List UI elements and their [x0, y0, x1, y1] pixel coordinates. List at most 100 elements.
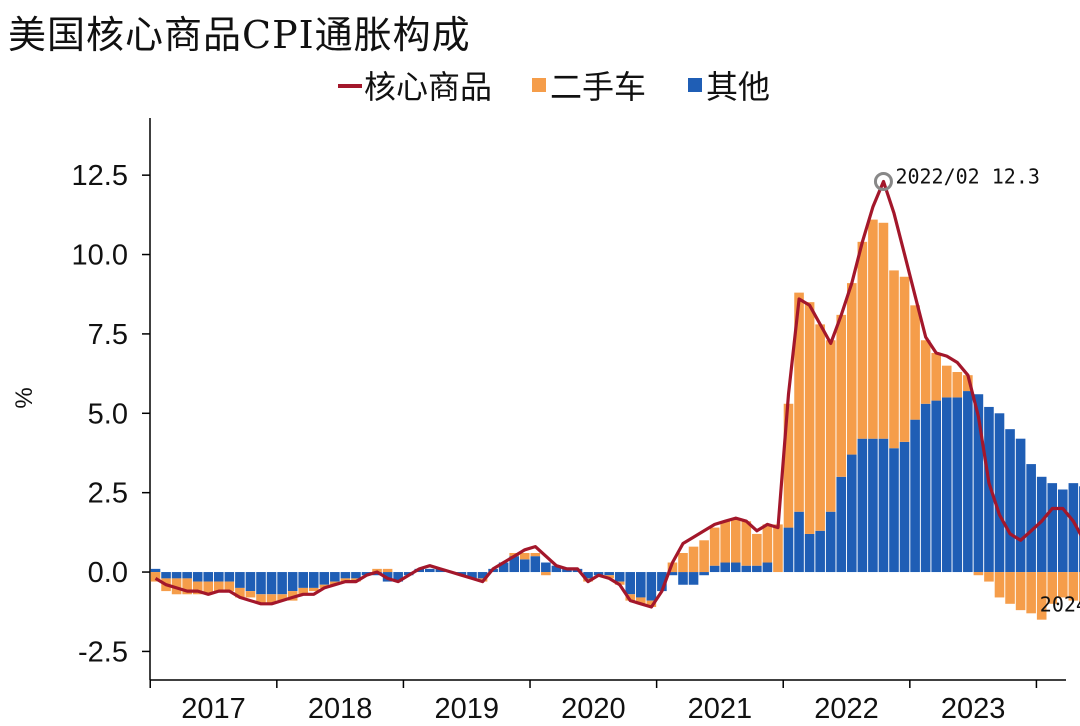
bar-used-cars: [973, 572, 984, 576]
bar-other: [1026, 464, 1036, 573]
bar-other: [171, 572, 182, 579]
y-tick-label: 5.0: [88, 398, 128, 430]
bar-used-cars: [994, 572, 1005, 598]
bar-used-cars: [720, 521, 730, 563]
bar-other: [256, 572, 266, 595]
bar-used-cars: [625, 594, 636, 601]
bar-used-cars: [1068, 572, 1079, 601]
legend: 核心商品 二手车 其他: [338, 68, 770, 106]
bar-used-cars: [308, 587, 319, 592]
bar-other: [235, 572, 245, 588]
bar-other: [150, 568, 161, 573]
x-tick-label: 2019: [434, 693, 499, 725]
y-tick-label: 0.0: [88, 557, 128, 589]
x-tick-label: 2017: [181, 693, 246, 725]
bar-used-cars: [340, 578, 351, 582]
bar-other: [214, 572, 224, 582]
bar-other: [952, 397, 963, 573]
bar-used-cars: [825, 340, 836, 512]
legend-label-other: 其他: [706, 68, 770, 106]
bar-other: [752, 565, 762, 573]
bar-used-cars: [699, 540, 709, 573]
bar-other: [614, 572, 625, 582]
bar-other: [815, 530, 825, 573]
bar-other: [804, 533, 815, 573]
y-axis-label: %: [11, 387, 38, 408]
bar-other: [667, 572, 678, 576]
bar-used-cars: [783, 403, 794, 528]
bar-used-cars: [931, 352, 941, 401]
bar-used-cars: [541, 572, 551, 576]
bar-used-cars: [667, 562, 678, 573]
bar-other: [889, 448, 899, 573]
bar-other: [847, 454, 857, 573]
bar-used-cars: [636, 597, 646, 604]
y-tick-label: -2.5: [78, 636, 128, 668]
bar-used-cars: [1036, 572, 1047, 620]
bar-other: [541, 562, 551, 573]
bar-used-cars: [224, 581, 235, 592]
peak-annotation: 2022/02 12.3: [895, 165, 1039, 189]
bar-other: [878, 438, 889, 573]
y-tick-label: 7.5: [88, 319, 128, 351]
bar-used-cars: [941, 365, 952, 398]
series-line-core-goods: [154, 179, 1080, 609]
x-tick-label: 2022: [814, 693, 879, 725]
bar-other: [477, 572, 488, 579]
bar-used-cars: [984, 572, 994, 582]
x-tick-label: 2021: [688, 693, 753, 725]
bar-other: [298, 572, 308, 588]
bar-other: [1015, 438, 1026, 573]
bar-used-cars: [773, 524, 783, 573]
x-tick-label: 2018: [308, 693, 373, 725]
bar-used-cars: [192, 581, 203, 595]
bar-other: [941, 397, 952, 573]
bar-other: [498, 562, 509, 573]
bar-other: [794, 511, 804, 573]
bar-used-cars: [1047, 572, 1058, 604]
legend-label-used-cars: 二手车: [550, 68, 646, 106]
bar-used-cars: [266, 594, 277, 604]
bar-other: [425, 568, 435, 573]
bar-other: [741, 565, 752, 573]
bar-used-cars: [1005, 572, 1015, 604]
bar-used-cars: [857, 241, 868, 439]
bar-used-cars: [235, 587, 245, 598]
bar-used-cars: [203, 581, 214, 595]
bar-other: [625, 572, 636, 595]
legend-swatch-used-cars: [532, 78, 546, 92]
bar-used-cars: [762, 524, 773, 563]
bar-other: [1068, 483, 1079, 573]
bar-other: [720, 562, 730, 573]
bar-other: [709, 565, 720, 573]
bar-other: [1058, 489, 1068, 573]
bar-used-cars: [730, 518, 741, 563]
bar-used-cars: [182, 578, 192, 595]
bar-other: [330, 572, 340, 582]
bar-used-cars: [245, 591, 256, 598]
bar-other: [688, 572, 699, 585]
bar-other: [604, 572, 614, 576]
x-tick-label: 2023: [941, 693, 1006, 725]
bar-other: [583, 572, 593, 579]
bar-other: [825, 511, 836, 573]
bar-used-cars: [277, 594, 287, 601]
bar-other: [762, 562, 773, 573]
bar-used-cars: [899, 276, 910, 442]
bar-used-cars: [910, 305, 920, 420]
bar-used-cars: [519, 552, 530, 560]
bar-other: [910, 419, 920, 573]
bar-used-cars: [1058, 572, 1068, 598]
bar-used-cars: [678, 552, 688, 573]
y-tick-label: 10.0: [72, 240, 128, 272]
bar-used-cars: [382, 568, 393, 573]
chart-title: 美国核心商品CPI通胀构成: [8, 13, 471, 57]
bar-other: [973, 394, 984, 573]
bar-used-cars: [214, 581, 224, 592]
bar-other: [994, 413, 1005, 573]
bar-other: [931, 400, 941, 573]
bar-other: [899, 441, 910, 573]
bar-used-cars: [741, 521, 752, 566]
bar-used-cars: [920, 340, 931, 404]
y-tick-label: 12.5: [72, 160, 128, 192]
